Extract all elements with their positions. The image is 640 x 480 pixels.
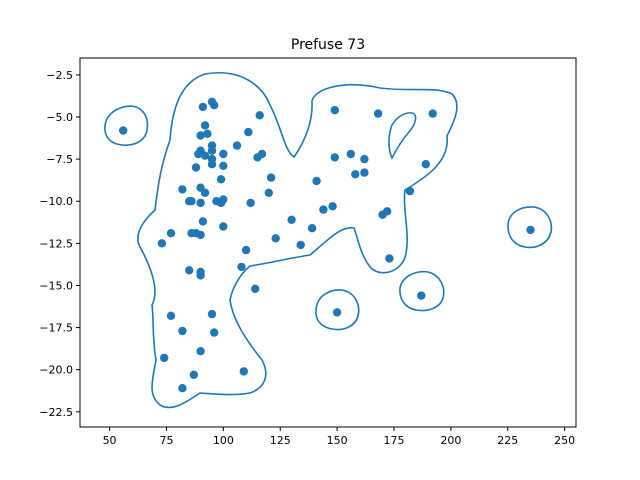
data-point <box>187 229 196 238</box>
data-point <box>307 224 317 233</box>
data-point <box>207 160 217 169</box>
x-tick-label: 250 <box>554 434 575 447</box>
y-tick-label: −10.0 <box>39 195 73 208</box>
x-tick-label: 150 <box>327 434 348 447</box>
data-point <box>428 109 437 118</box>
data-point <box>360 154 369 164</box>
data-point <box>266 173 276 182</box>
data-point <box>196 198 205 208</box>
data-point <box>219 222 228 231</box>
data-point <box>332 308 342 317</box>
data-point <box>526 225 535 235</box>
data-point <box>232 141 242 150</box>
data-point <box>385 254 394 263</box>
data-point <box>178 326 187 336</box>
x-tick-label: 175 <box>383 434 404 447</box>
data-point <box>219 161 228 170</box>
y-tick-label: −22.5 <box>39 406 73 419</box>
contour-bottom-right <box>399 270 445 312</box>
x-tick-label: 125 <box>270 434 291 447</box>
data-point <box>330 153 339 162</box>
data-point <box>219 149 228 159</box>
data-point <box>200 188 210 197</box>
data-point <box>200 151 210 160</box>
contour-inlet <box>388 112 417 160</box>
data-point <box>346 149 355 159</box>
data-point <box>239 367 248 376</box>
data-point <box>330 106 339 115</box>
data-point <box>203 129 212 138</box>
y-tick-label: −5.0 <box>46 111 73 124</box>
plot-frame <box>79 57 577 428</box>
data-point <box>119 126 128 135</box>
data-point <box>189 370 198 379</box>
data-point <box>196 271 205 280</box>
data-point <box>198 102 208 112</box>
y-tick-label: −2.5 <box>46 69 73 82</box>
data-point <box>178 384 187 393</box>
y-tick-label: −12.5 <box>39 237 73 250</box>
data-point <box>160 353 169 363</box>
y-tick-label: −20.0 <box>39 364 73 377</box>
data-point <box>178 185 187 194</box>
x-tick-label: 75 <box>159 434 173 447</box>
data-point <box>405 186 415 196</box>
data-point <box>166 311 176 320</box>
data-point <box>194 149 203 159</box>
data-point <box>200 121 210 130</box>
data-point <box>312 176 321 186</box>
x-tick-label: 200 <box>440 434 461 447</box>
contour-bottom-mid <box>315 289 360 331</box>
y-tick-label: −7.5 <box>46 153 73 166</box>
data-point <box>360 168 369 177</box>
data-point <box>287 215 296 224</box>
data-point <box>196 131 205 140</box>
data-point <box>210 101 219 110</box>
data-point <box>319 205 328 214</box>
data-point <box>185 266 194 275</box>
contour-main <box>137 72 458 409</box>
data-point <box>378 210 387 219</box>
data-point <box>241 245 251 255</box>
data-point <box>253 153 262 162</box>
data-point <box>185 197 194 206</box>
data-point <box>417 291 426 300</box>
data-point <box>157 239 167 248</box>
x-tick-label: 225 <box>497 434 518 447</box>
data-point <box>373 109 383 118</box>
data-point <box>351 170 360 179</box>
data-point <box>328 202 337 211</box>
data-point <box>237 262 246 272</box>
contour-right <box>507 206 553 249</box>
chart-title: Prefuse 73 <box>291 37 365 53</box>
data-point <box>198 217 208 226</box>
data-point <box>264 188 273 197</box>
density-contours <box>104 72 553 409</box>
data-point <box>191 163 201 172</box>
x-tick-label: 50 <box>103 434 117 447</box>
data-point <box>166 229 176 238</box>
data-point <box>216 198 226 208</box>
y-axis: −2.5 −5.0 −7.5 −10.0 −12.5 −15.0 −17.5 −20.0 −22… <box>39 69 80 419</box>
data-point <box>255 111 264 120</box>
data-point <box>244 127 253 137</box>
x-axis: 50 75 100 125 150 175 200 225 250 <box>103 427 575 447</box>
x-tick-label: 100 <box>213 434 234 447</box>
contour-left <box>104 105 149 146</box>
data-point <box>246 198 255 208</box>
data-point <box>207 309 217 319</box>
y-tick-label: −15.0 <box>39 279 73 292</box>
scatter-points <box>119 97 535 393</box>
data-point <box>296 240 305 250</box>
y-tick-label: −17.5 <box>39 322 73 335</box>
data-point <box>421 160 430 169</box>
data-point <box>196 347 205 356</box>
data-point <box>210 328 219 337</box>
data-point <box>271 234 280 243</box>
data-point <box>251 284 260 293</box>
data-point <box>216 175 226 184</box>
data-point <box>207 146 217 155</box>
